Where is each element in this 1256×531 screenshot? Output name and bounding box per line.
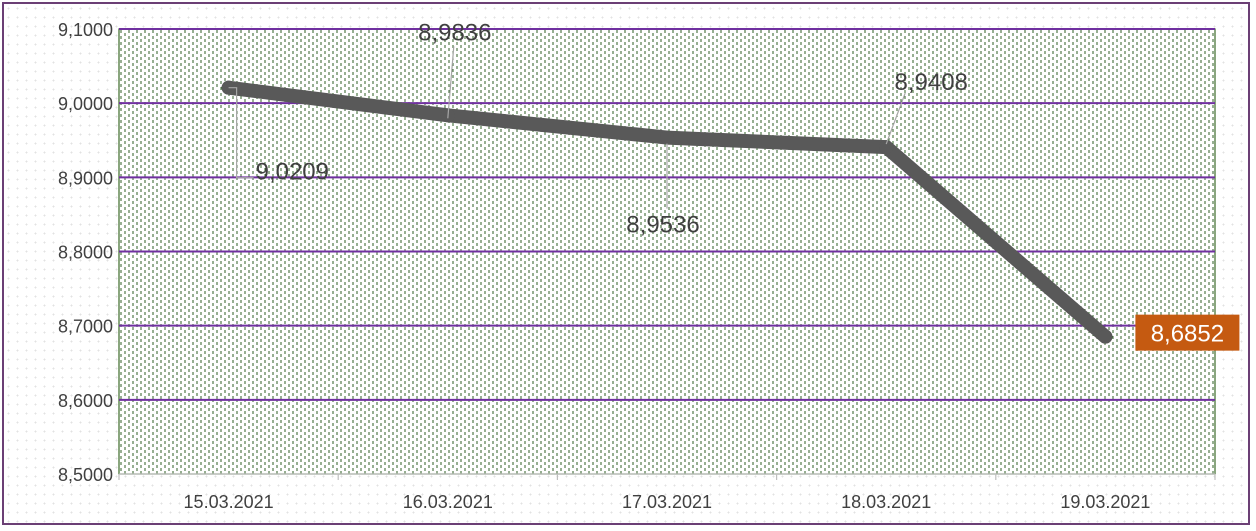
data-label: 9,0209 [256, 159, 329, 186]
x-tick-label: 19.03.2021 [1060, 492, 1150, 512]
x-tick-label: 17.03.2021 [622, 492, 712, 512]
y-tick-label: 8,5000 [58, 465, 113, 485]
label-leader-line [228, 87, 254, 179]
y-tick-label: 9,0000 [58, 94, 113, 114]
data-label: 8,9408 [894, 69, 967, 96]
x-tick-label: 15.03.2021 [184, 492, 274, 512]
label-leader-line [885, 92, 906, 145]
y-tick-label: 8,6000 [58, 391, 113, 411]
label-leader-line [447, 46, 455, 119]
data-label: 8,6852 [1151, 321, 1224, 348]
x-tick-label: 16.03.2021 [403, 492, 493, 512]
y-tick-label: 8,8000 [58, 243, 113, 263]
data-point [879, 140, 894, 155]
highlight-label-box [1135, 314, 1240, 351]
data-label: 8,9536 [626, 212, 699, 239]
x-tick-label: 18.03.2021 [841, 492, 931, 512]
data-point [660, 130, 674, 145]
y-tick-label: 9,1000 [58, 20, 113, 40]
data-label: 8,9836 [418, 19, 491, 46]
y-tick-label: 8,7000 [58, 317, 113, 337]
y-tick-label: 8,9000 [58, 168, 113, 188]
data-point [1098, 329, 1113, 344]
